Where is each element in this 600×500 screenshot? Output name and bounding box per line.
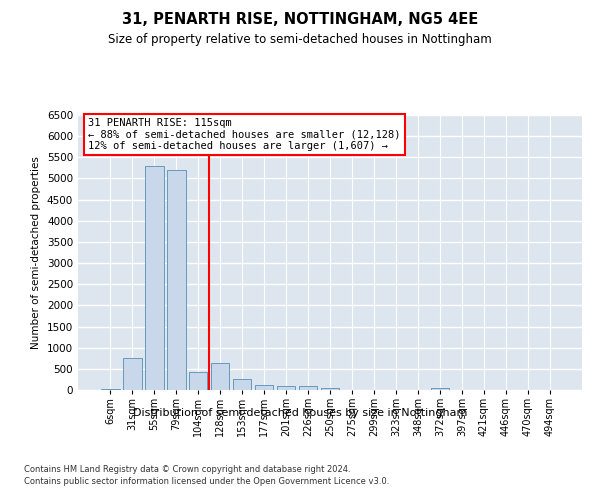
Bar [123, 358, 142, 390]
Bar [233, 380, 251, 390]
Bar [299, 386, 317, 390]
Bar [189, 372, 208, 390]
Bar [277, 386, 295, 390]
Text: Contains public sector information licensed under the Open Government Licence v3: Contains public sector information licen… [24, 478, 389, 486]
Text: Size of property relative to semi-detached houses in Nottingham: Size of property relative to semi-detach… [108, 32, 492, 46]
Y-axis label: Number of semi-detached properties: Number of semi-detached properties [31, 156, 41, 349]
Bar [145, 166, 164, 390]
Bar [255, 385, 274, 390]
Text: 31, PENARTH RISE, NOTTINGHAM, NG5 4EE: 31, PENARTH RISE, NOTTINGHAM, NG5 4EE [122, 12, 478, 28]
Bar [167, 170, 185, 390]
Bar [211, 362, 229, 390]
Bar [101, 388, 119, 390]
Text: Contains HM Land Registry data © Crown copyright and database right 2024.: Contains HM Land Registry data © Crown c… [24, 465, 350, 474]
Bar [320, 388, 340, 390]
Text: Distribution of semi-detached houses by size in Nottingham: Distribution of semi-detached houses by … [133, 408, 467, 418]
Text: 31 PENARTH RISE: 115sqm
← 88% of semi-detached houses are smaller (12,128)
12% o: 31 PENARTH RISE: 115sqm ← 88% of semi-de… [88, 118, 401, 151]
Bar [431, 388, 449, 390]
